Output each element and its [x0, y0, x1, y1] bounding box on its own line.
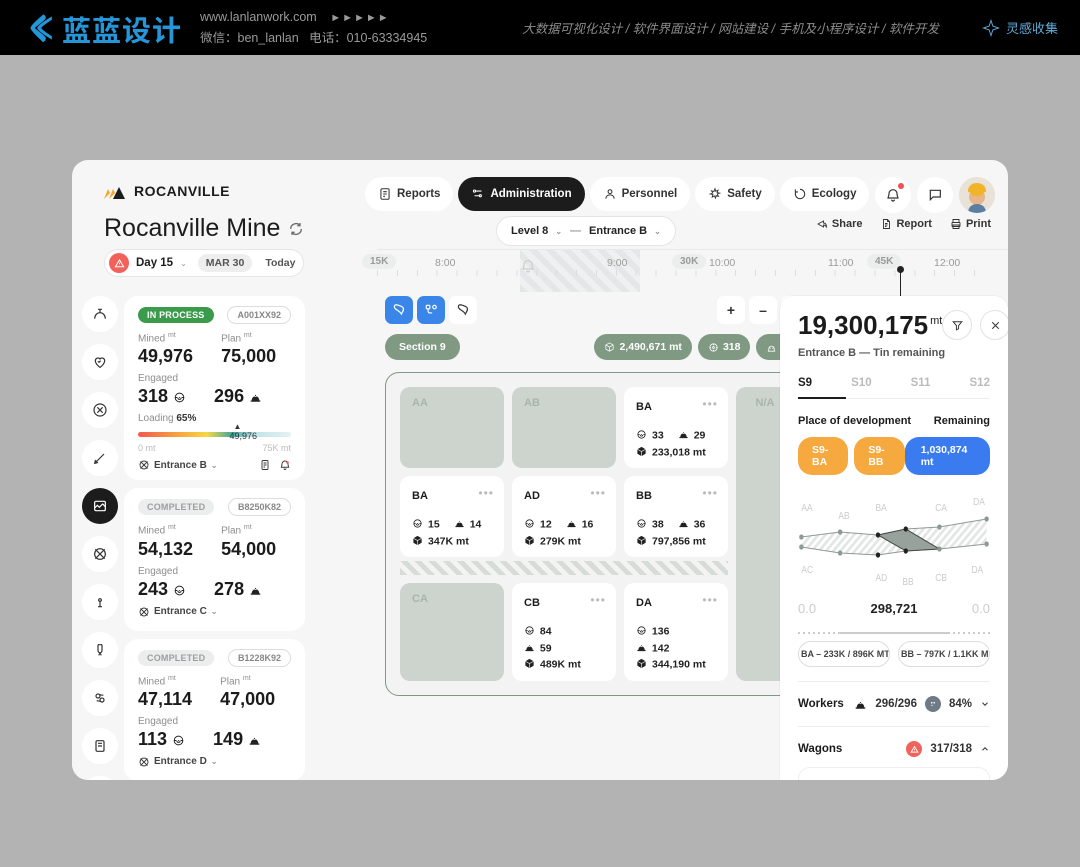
svg-text:CA: CA [935, 502, 947, 513]
svg-text:AC: AC [801, 564, 813, 575]
svg-text:AA: AA [801, 502, 813, 513]
svg-text:BB: BB [902, 576, 913, 587]
svg-text:AD: AD [875, 572, 887, 583]
svg-text:DA: DA [973, 496, 985, 507]
svg-text:AB: AB [838, 510, 849, 521]
svg-text:BA: BA [875, 502, 887, 513]
svg-text:CB: CB [935, 572, 947, 583]
svg-text:DA: DA [971, 564, 983, 575]
